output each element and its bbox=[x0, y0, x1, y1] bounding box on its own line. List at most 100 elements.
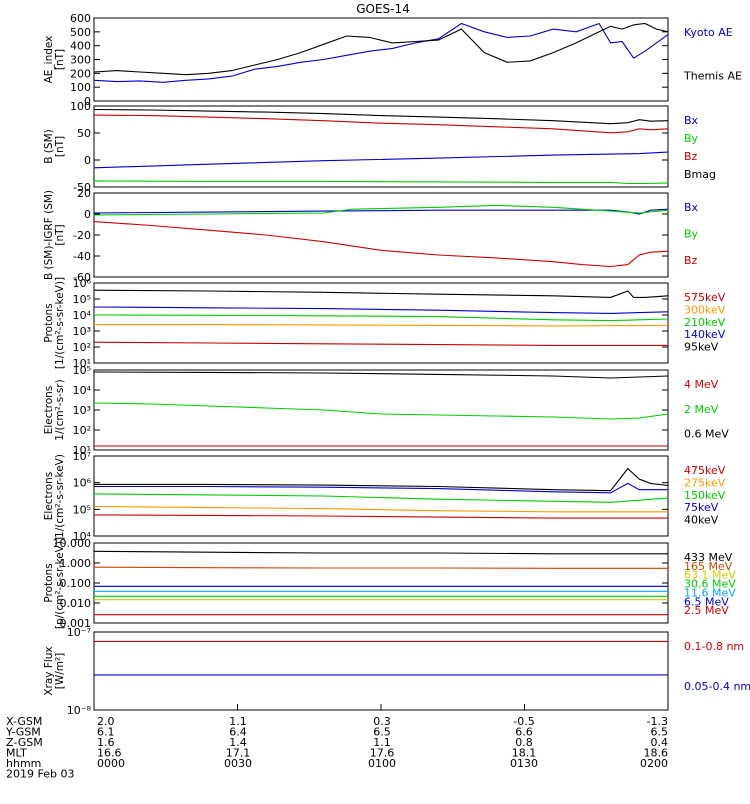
ephemeris-value: -0.5 bbox=[513, 715, 534, 728]
legend-entry-ae: Kyoto AE bbox=[684, 26, 733, 39]
ytick-label-electrons_mev: 10² bbox=[73, 424, 91, 437]
legend-entry-protons_mev: 30.6 MeV bbox=[684, 578, 736, 591]
ytick-label-ae: 500 bbox=[70, 26, 91, 39]
ylabel-bsm: [nT] bbox=[54, 136, 66, 157]
ephemeris-value: 6.6 bbox=[515, 726, 533, 739]
legend-entry-protons_mev: 433 MeV bbox=[684, 551, 733, 564]
ephemeris-value: 17.6 bbox=[370, 747, 395, 760]
ytick-label-xray: 10⁻⁸ bbox=[67, 704, 92, 717]
ytick-label-protons: 10⁴ bbox=[73, 309, 92, 322]
legend-entry-electrons_mev: 4 MeV bbox=[684, 378, 719, 391]
ytick-label-protons_mev: 10.000 bbox=[53, 537, 92, 550]
panel-frame-ae bbox=[93, 17, 669, 102]
ytick-label-ae: 0 bbox=[84, 95, 91, 108]
ylabel-ae: [nT] bbox=[54, 49, 66, 70]
ytick-label-bdiff: 20 bbox=[77, 187, 91, 200]
ytick-label-electrons_kev: 10⁷ bbox=[73, 450, 91, 463]
series-line-electrons_kev-3 bbox=[94, 482, 668, 494]
ephemeris-value: -1.3 bbox=[647, 715, 668, 728]
ytick-label-protons: 10¹ bbox=[73, 357, 91, 370]
legend-entry-bdiff: Bz bbox=[684, 254, 698, 267]
series-line-electrons_kev-1 bbox=[93, 505, 668, 513]
ephemeris-value: 0000 bbox=[97, 757, 125, 770]
ephemeris-value: 2.0 bbox=[97, 715, 115, 728]
ytick-label-bdiff: 0 bbox=[84, 208, 91, 221]
ephemeris-value: 17.1 bbox=[226, 747, 251, 760]
legend-entry-protons: 210keV bbox=[684, 316, 726, 329]
series-line-protons-1 bbox=[94, 324, 669, 327]
ytick-label-ae: 600 bbox=[70, 12, 91, 25]
ytick-label-electrons_kev: 10⁵ bbox=[73, 503, 91, 516]
ylabel-xray: Xray Flux bbox=[43, 646, 55, 695]
legend-entry-xray: 0.05-0.4 nm bbox=[684, 680, 750, 693]
ytick-label-protons_mev: 0.010 bbox=[60, 597, 92, 610]
legend-entry-protons: 300keV bbox=[684, 303, 726, 316]
series-line-protons_mev-0 bbox=[93, 550, 668, 555]
series-line-bsm-3 bbox=[93, 108, 669, 125]
panel-frame-protons bbox=[93, 282, 669, 364]
legend-entry-ae: Themis AE bbox=[683, 69, 742, 82]
ytick-label-protons: 10² bbox=[73, 341, 91, 354]
legend-entry-protons_mev: 6.5 MeV bbox=[684, 595, 729, 608]
series-line-bdiff-2 bbox=[93, 221, 669, 268]
panel-frame-electrons_kev bbox=[93, 455, 669, 537]
ephemeris-value: 6.5 bbox=[651, 726, 669, 739]
legend-entry-protons: 95keV bbox=[684, 341, 719, 354]
series-line-protons-3 bbox=[93, 306, 669, 314]
legend-entry-bdiff: Bx bbox=[684, 201, 699, 214]
legend-entry-electrons_kev: 475keV bbox=[684, 464, 726, 477]
ytick-label-electrons_mev: 10⁴ bbox=[73, 384, 92, 397]
ephemeris-value: 16.6 bbox=[97, 747, 122, 760]
legend-entry-bsm: Bmag bbox=[684, 168, 716, 181]
ytick-label-xray: 10⁻⁷ bbox=[67, 626, 91, 639]
legend-entry-bdiff: By bbox=[684, 227, 699, 240]
ylabel-bdiff: B (SM)-IGRF (SM) bbox=[43, 190, 55, 280]
legend-entry-protons: 140keV bbox=[684, 328, 726, 341]
ytick-label-ae: 200 bbox=[70, 67, 91, 80]
ylabel-electrons_mev: 1/(cm²-s-sr) bbox=[54, 379, 66, 440]
legend-entry-protons_mev: 63.1 MeV bbox=[684, 569, 736, 582]
series-line-bsm-1 bbox=[93, 180, 669, 185]
ylabel-electrons_kev: 1/(cm²-s-sr-keV) bbox=[54, 454, 66, 538]
ephemeris-value: 0030 bbox=[224, 757, 252, 770]
series-line-electrons_kev-0 bbox=[93, 514, 668, 519]
ephemeris-label: Y-GSM bbox=[5, 726, 41, 739]
ytick-label-protons: 10⁵ bbox=[73, 293, 91, 306]
legend-entry-protons_mev: 11.6 MeV bbox=[684, 586, 736, 599]
legend-entry-protons_mev: 2.5 MeV bbox=[684, 604, 729, 617]
ytick-label-electrons_kev: 10⁶ bbox=[73, 477, 92, 490]
legend-entry-electrons_mev: 2 MeV bbox=[684, 403, 719, 416]
ylabel-xray: [W/m²] bbox=[54, 653, 66, 690]
series-line-ae-0 bbox=[93, 22, 669, 83]
legend-entry-bsm: Bx bbox=[684, 114, 699, 127]
ephemeris-date: 2019 Feb 03 bbox=[6, 768, 74, 781]
series-line-electrons_kev-2 bbox=[93, 493, 669, 503]
ylabel-protons: Protons bbox=[43, 303, 55, 342]
ephemeris-label: X-GSM bbox=[6, 715, 42, 728]
ytick-label-bsm: 50 bbox=[77, 127, 91, 140]
ytick-label-electrons_mev: 10⁵ bbox=[73, 364, 91, 377]
series-line-ae-1 bbox=[93, 22, 669, 76]
ytick-label-bdiff: -60 bbox=[73, 271, 91, 284]
ephemeris-label: Z-GSM bbox=[6, 736, 43, 749]
ytick-label-bsm: 100 bbox=[70, 100, 91, 113]
panel-frame-bsm bbox=[93, 105, 669, 188]
ylabel-protons_mev: Protons bbox=[43, 563, 55, 602]
ytick-label-ae: 300 bbox=[70, 54, 91, 67]
ylabel-electrons_mev: Electrons bbox=[43, 386, 55, 435]
plot-title: GOES-14 bbox=[356, 2, 410, 16]
ephemeris-value: 6.5 bbox=[373, 726, 391, 739]
legend-entry-electrons_kev: 150keV bbox=[684, 489, 726, 502]
ephemeris-value: 1.1 bbox=[373, 736, 391, 749]
series-line-protons-0 bbox=[93, 341, 668, 346]
ephemeris-value: 1.6 bbox=[97, 736, 115, 749]
panel-frame-xray bbox=[93, 631, 669, 711]
legend-entry-bsm: By bbox=[684, 132, 699, 145]
series-line-protons-4 bbox=[93, 289, 669, 298]
ephemeris-label: MLT bbox=[6, 747, 27, 760]
series-line-electrons_mev-2 bbox=[93, 371, 669, 379]
ephemeris-value: 0200 bbox=[640, 757, 668, 770]
legend-entry-bsm: Bz bbox=[684, 150, 698, 163]
